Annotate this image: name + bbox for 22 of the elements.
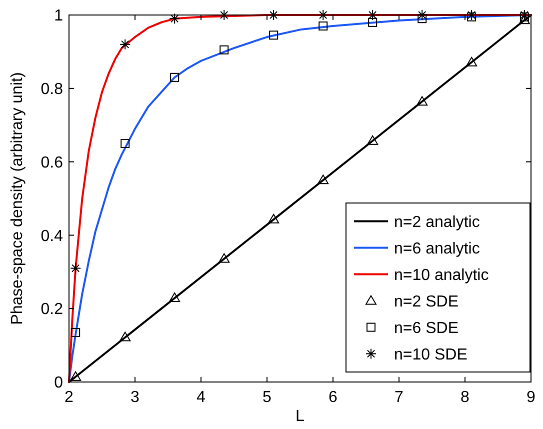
y-tick-label: 0.8 bbox=[40, 81, 64, 98]
x-tick-label: 6 bbox=[328, 389, 338, 406]
legend-label: n=2 analytic bbox=[394, 214, 480, 231]
y-tick-label: 0.4 bbox=[40, 228, 64, 245]
x-tick-label: 2 bbox=[64, 389, 74, 406]
x-tick-label: 3 bbox=[130, 389, 140, 406]
y-axis-title: Phase-space density (arbitrary unit) bbox=[9, 72, 26, 325]
x-tick-label: 7 bbox=[394, 389, 404, 406]
legend-label: n=6 analytic bbox=[394, 240, 480, 258]
x-axis-title: L bbox=[296, 408, 305, 425]
y-tick-label: 1 bbox=[54, 8, 64, 25]
x-tick-label: 5 bbox=[262, 389, 272, 406]
legend-label: n=2 SDE bbox=[394, 293, 458, 310]
legend-label: n=10 SDE bbox=[394, 346, 468, 364]
y-tick-label: 0.6 bbox=[40, 154, 64, 172]
legend-label: n=10 analytic bbox=[394, 266, 489, 284]
legend-label: n=6 SDE bbox=[394, 320, 458, 337]
x-tick-label: 8 bbox=[460, 389, 470, 406]
y-tick-label: 0 bbox=[54, 374, 64, 392]
x-tick-label: 9 bbox=[526, 389, 536, 406]
y-tick-label: 0.2 bbox=[40, 301, 64, 318]
x-tick-label: 4 bbox=[196, 389, 206, 406]
